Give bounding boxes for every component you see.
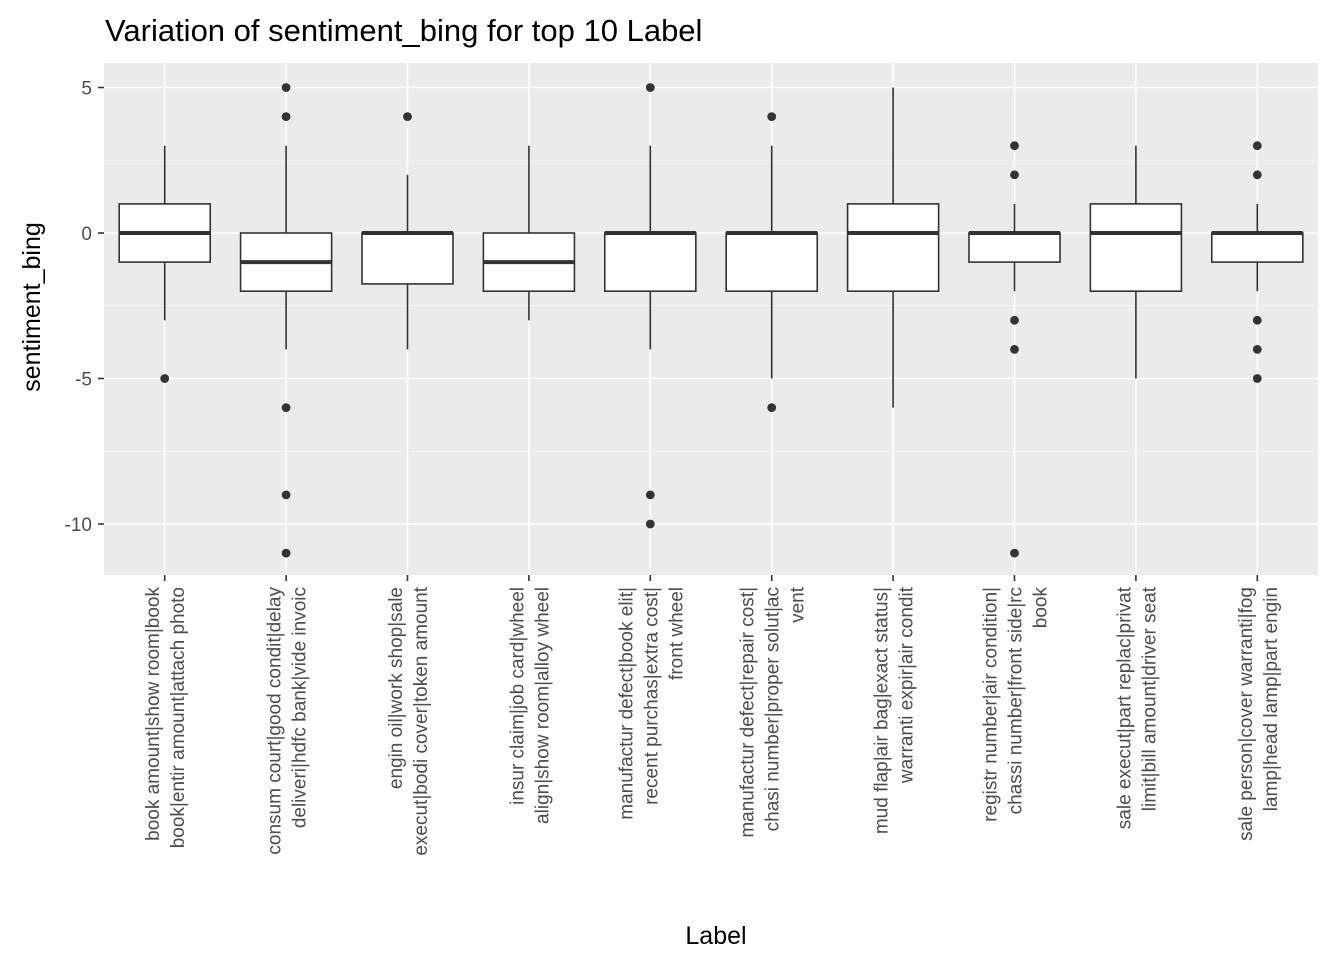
y-tick-label: -10 xyxy=(65,515,92,536)
y-axis-title: sentiment_bing xyxy=(18,222,46,392)
x-tick-label-line: vent xyxy=(788,586,809,623)
x-tick-label-line: consum court|good condit|delay xyxy=(265,587,286,855)
x-tick-label-line: manufactur defect|repair cost| xyxy=(738,587,759,838)
outlier-point xyxy=(160,374,170,383)
outlier-point xyxy=(645,490,655,500)
box-plot xyxy=(725,112,819,412)
x-tick-label-line: book xyxy=(1031,587,1052,629)
box xyxy=(725,232,819,293)
outlier-point xyxy=(1252,374,1262,383)
x-tick-label: mud flap|air bag|exact status| warranti e… xyxy=(872,586,918,834)
y-tick-label: -5 xyxy=(75,370,92,391)
box xyxy=(968,232,1061,263)
x-tick-label-line: chassi number|front side|rc xyxy=(1006,587,1027,814)
x-tick-label: manufactur defect|book elit| recent purch… xyxy=(616,587,687,820)
x-axis-title: Label xyxy=(685,922,746,950)
box xyxy=(603,232,697,293)
outlier-point xyxy=(281,403,291,412)
x-axis: book amount|show room|book book|entir amo… xyxy=(143,575,1282,856)
x-tick-label-line: insur claim|job card|wheel xyxy=(507,587,528,805)
outlier-point xyxy=(1010,141,1019,151)
x-tick-label-line: recent purchas|extra cost| xyxy=(641,587,662,805)
box xyxy=(361,232,454,285)
x-tick-label: consum court|good condit|delay deliveri|h… xyxy=(265,587,311,855)
box-plot xyxy=(239,83,333,558)
x-tick-label-line: sale execut|part replac|privat xyxy=(1114,586,1135,829)
x-tick-label: registr number|air condition| chassi numb… xyxy=(981,587,1052,822)
chart-title: Variation of sentiment_bing for top 10 L… xyxy=(105,13,702,48)
x-tick-label: insur claim|job card|wheel align|show roo… xyxy=(507,587,553,824)
outlier-point xyxy=(1010,170,1019,180)
outlier-point xyxy=(1010,315,1019,325)
y-tick-label: 5 xyxy=(81,79,92,100)
x-tick-label-line: book amount|show room|book xyxy=(143,587,164,841)
x-tick-label-line: engin oil|work shop|sale xyxy=(386,587,407,789)
outlier-point xyxy=(281,490,291,500)
box-plot xyxy=(846,87,940,408)
x-tick-label: sale execut|part replac|privat limit|bill… xyxy=(1114,586,1160,829)
x-tick-label-line: registr number|air condition| xyxy=(981,587,1002,822)
outlier-point xyxy=(1252,345,1262,354)
outlier-point xyxy=(281,83,291,92)
x-tick-label-line: book|entir amount|attach photo xyxy=(168,587,189,848)
outlier-point xyxy=(767,112,777,121)
y-axis: 5 0 -5 -10 xyxy=(65,79,104,536)
box-plot xyxy=(482,145,576,321)
outlier-point xyxy=(1010,345,1019,354)
x-tick-label-line: sale person|cover warranti|fog xyxy=(1236,587,1257,841)
x-tick-label-line: deliveri|hdfc bank|vide invoic xyxy=(290,587,311,828)
y-tick-label: 0 xyxy=(81,224,92,245)
outlier-point xyxy=(767,403,777,412)
x-tick-label-line: limit|bill amount|driver seat xyxy=(1139,586,1160,811)
box-plot xyxy=(1210,141,1304,383)
box-plot xyxy=(118,145,212,383)
box-plot xyxy=(361,112,454,350)
x-tick-label-line: manufactur defect|book elit| xyxy=(616,587,637,820)
x-tick-label-line: lamp|head lamp|part engin xyxy=(1261,587,1282,811)
box xyxy=(846,203,940,292)
outlier-point xyxy=(1252,141,1262,151)
box-plot xyxy=(968,141,1061,558)
box-plots xyxy=(118,83,1304,558)
x-tick-label: sale person|cover warranti|fog lamp|head … xyxy=(1236,587,1282,841)
box-plot xyxy=(603,83,697,529)
x-tick-label: manufactur defect|repair cost| chasi numb… xyxy=(738,586,809,837)
x-tick-label-line: align|show room|alloy wheel xyxy=(532,587,553,824)
outlier-point xyxy=(1252,315,1262,325)
outlier-point xyxy=(403,112,412,121)
box xyxy=(1210,232,1304,263)
outlier-point xyxy=(1010,548,1019,558)
outlier-point xyxy=(281,112,291,121)
outlier-point xyxy=(1252,170,1262,180)
box xyxy=(1089,203,1183,292)
x-tick-label: book amount|show room|book book|entir amo… xyxy=(143,587,189,849)
x-tick-label-line: warranti expir|air condit xyxy=(897,586,918,784)
x-tick-label-line: chasi number|proper solut|ac xyxy=(763,587,784,831)
outlier-point xyxy=(281,548,291,558)
box-plot xyxy=(1089,145,1183,379)
x-tick-label-line: execut|bodi cover|token amount xyxy=(411,586,432,855)
outlier-point xyxy=(645,519,655,529)
x-tick-label: engin oil|work shop|sale execut|bodi cove… xyxy=(386,586,432,855)
x-tick-label-line: front wheel xyxy=(666,587,687,680)
x-tick-label-line: mud flap|air bag|exact status| xyxy=(872,587,893,834)
plot-panel xyxy=(104,63,1318,575)
outlier-point xyxy=(645,83,655,92)
